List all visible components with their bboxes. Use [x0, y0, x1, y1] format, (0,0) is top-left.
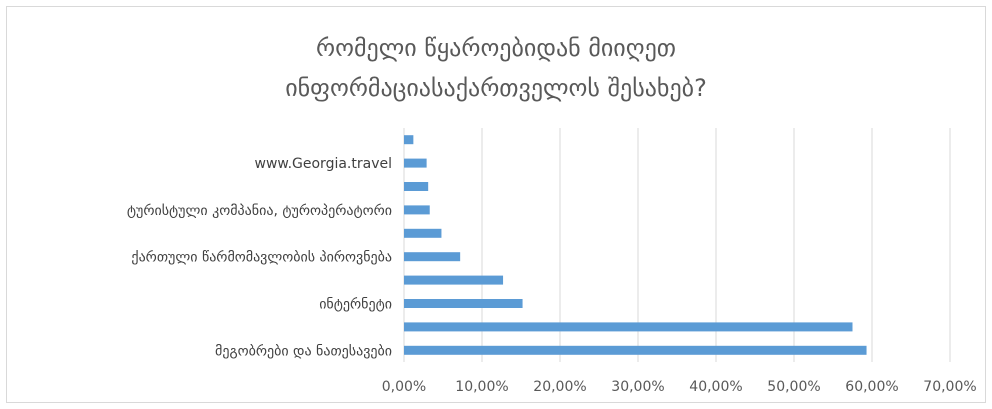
bar — [404, 345, 867, 355]
bar — [404, 182, 429, 191]
bar — [404, 252, 461, 262]
x-tick-label: 50,00% — [767, 379, 820, 395]
x-tick-label: 0,00% — [382, 379, 426, 395]
chart-title-line-2: ინფორმაციასაქართველოს შესახებ? — [285, 74, 707, 102]
bar — [404, 228, 442, 238]
bar — [404, 205, 430, 215]
bar — [404, 322, 853, 332]
x-tick-label: 20,00% — [533, 379, 586, 395]
chart-frame — [6, 6, 986, 403]
bars — [404, 135, 867, 355]
category-labels: მეგობრები და ნათესავები ინტერნეტი ქართული … — [127, 156, 392, 359]
bar — [404, 135, 414, 145]
x-tick-label: 70,00% — [923, 379, 976, 395]
category-label: მეგობრები და ნათესავები — [215, 342, 392, 359]
x-tick-label: 60,00% — [845, 379, 898, 395]
bar — [404, 275, 504, 285]
x-tick-label: 40,00% — [689, 379, 742, 395]
x-tick-label: 10,00% — [455, 379, 508, 395]
x-tick-label: 30,00% — [611, 379, 664, 395]
category-label: ინტერნეტი — [319, 296, 392, 313]
category-label: www.Georgia.travel — [255, 156, 392, 172]
x-tick-labels: 0,00% 10,00% 20,00% 30,00% 40,00% 50,00% 60,00… — [382, 379, 977, 395]
chart-title-line-1: რომელი წყაროებიდან მიიღეთ — [316, 34, 676, 62]
category-label: ქართული წარმომავლობის პიროვნება — [131, 249, 392, 266]
bar — [404, 299, 523, 308]
category-label: ტურისტული კომპანია, ტუროპერატორი — [127, 202, 392, 219]
bar — [404, 158, 427, 168]
